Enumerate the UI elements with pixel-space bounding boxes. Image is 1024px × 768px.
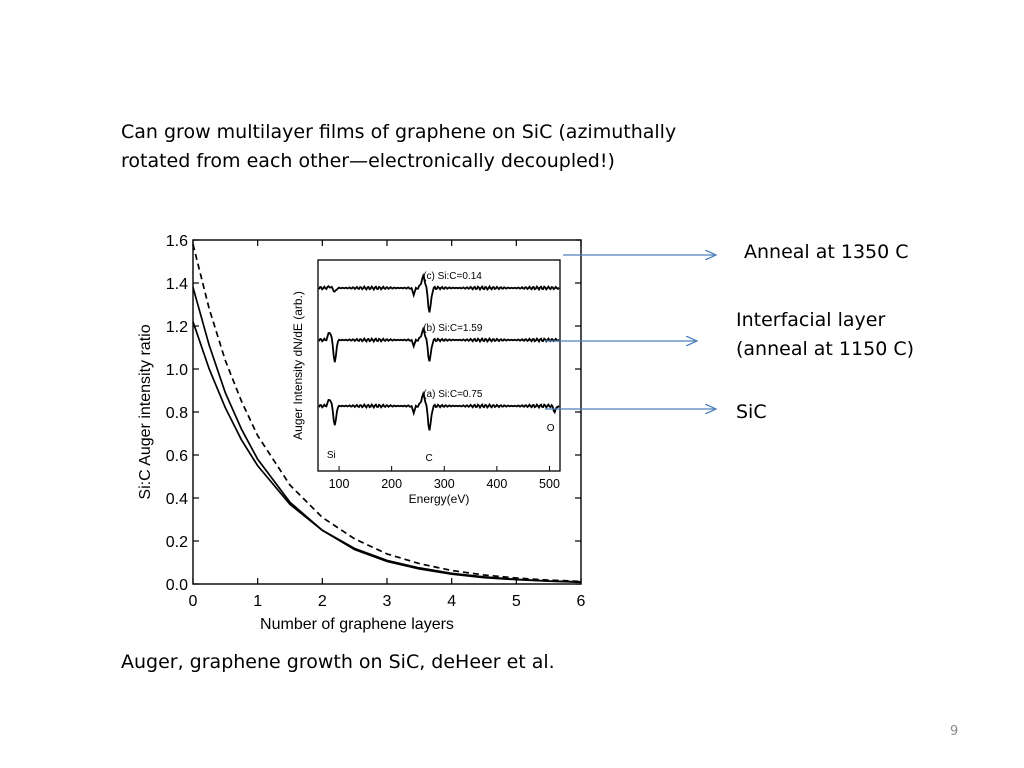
main-y-tick-label: 0.0 — [166, 577, 188, 594]
inset-series-label: (b) Si:C=1.59 — [423, 323, 483, 334]
inset-peak-label-c: C — [426, 453, 433, 464]
interfacial-line-1: Interfacial layer — [736, 309, 886, 331]
inset-x-tick-label: 300 — [434, 477, 455, 491]
main-y-tick-label: 1.6 — [166, 233, 188, 250]
main-y-tick-label: 0.6 — [166, 448, 188, 465]
main-y-tick-label: 0.4 — [166, 491, 188, 508]
inset-spectrum-3 — [318, 390, 560, 431]
main-x-tick-label: 1 — [253, 593, 262, 610]
sic-label: SiC — [736, 401, 767, 423]
auger-figure: 0 1 2 3 4 5 6 0.0 0.2 0.4 0.6 0.8 1.0 1.2 1.4 1.6 Number… — [137, 233, 586, 633]
main-x-tick-label: 6 — [577, 593, 586, 610]
main-series-line-2 — [192, 287, 582, 584]
heading-line-1: Can grow multilayer films of graphene on… — [121, 121, 677, 143]
page-number: 9 — [950, 724, 959, 739]
main-series-line-3 — [192, 244, 582, 583]
interfacial-layer-label: Interfacial layer (anneal at 1150 C) — [736, 306, 914, 364]
slide-heading: Can grow multilayer films of graphene on… — [121, 118, 676, 176]
anneal-label: Anneal at 1350 C — [744, 241, 909, 263]
main-x-tick-label: 4 — [447, 593, 456, 610]
main-y-tick-label: 1.2 — [166, 319, 188, 336]
inset-peak-label-si: Si — [327, 450, 336, 461]
inset-series-label: (a) Si:C=0.75 — [423, 389, 483, 400]
inset-spectrum-2 — [318, 326, 560, 363]
inset-y-axis-label: Auger Intensity dN/dE (arb.) — [291, 291, 305, 440]
main-y-tick-label: 1.4 — [166, 276, 188, 293]
main-y-tick-label: 0.8 — [166, 405, 188, 422]
inset-plot: 100 200 300 400 500 Energy(eV) Auger Intensity… — [291, 259, 561, 506]
main-y-axis-label: Si:C Auger intensity ratio — [137, 324, 154, 499]
inset-x-tick-label: 500 — [539, 477, 560, 491]
main-x-tick-label: 0 — [189, 593, 198, 610]
main-x-tick-label: 2 — [318, 593, 327, 610]
inset-spectrum-1 — [318, 272, 560, 313]
main-y-tick-label: 1.0 — [166, 362, 188, 379]
main-x-tick-label: 3 — [383, 593, 392, 610]
figure-caption: Auger, graphene growth on SiC, deHeer et… — [121, 651, 555, 673]
inset-series-label: (c) Si:C=0.14 — [423, 271, 482, 282]
heading-line-2: rotated from each other—electronically d… — [121, 150, 615, 172]
main-plot: 0 1 2 3 4 5 6 0.0 0.2 0.4 0.6 0.8 1.0 1.2 1.4 1.6 Number… — [137, 233, 586, 633]
inset-x-tick-label: 200 — [381, 477, 402, 491]
inset-peak-label-o: O — [547, 423, 555, 434]
inset-x-tick-label: 100 — [329, 477, 350, 491]
inset-x-tick-label: 400 — [486, 477, 507, 491]
main-x-tick-label: 5 — [512, 593, 521, 610]
interfacial-line-2: (anneal at 1150 C) — [736, 338, 914, 360]
main-y-tick-label: 0.2 — [166, 534, 188, 551]
main-x-axis-label: Number of graphene layers — [260, 616, 454, 633]
inset-x-axis-label: Energy(eV) — [409, 492, 470, 506]
inset-frame — [317, 259, 561, 472]
